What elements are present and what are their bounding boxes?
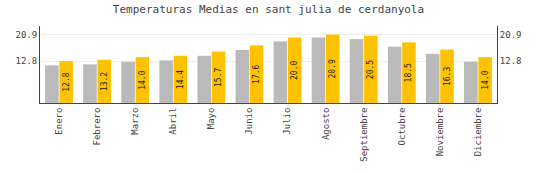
svg-text:14.4: 14.4 — [176, 70, 185, 89]
svg-text:Abril: Abril — [168, 108, 178, 135]
svg-text:12.8: 12.8 — [16, 56, 38, 66]
svg-text:Mayo: Mayo — [206, 108, 216, 130]
svg-text:Enero: Enero — [54, 108, 64, 135]
svg-text:20.9: 20.9 — [16, 30, 38, 40]
svg-text:Julio: Julio — [282, 108, 292, 135]
svg-text:20.9: 20.9 — [500, 30, 522, 40]
svg-text:Marzo: Marzo — [130, 108, 140, 135]
svg-text:20.0: 20.0 — [290, 61, 299, 80]
svg-text:Temperaturas Medias en sant ju: Temperaturas Medias en sant julia de cer… — [113, 3, 424, 16]
svg-text:15.7: 15.7 — [214, 68, 223, 87]
svg-text:Febrero: Febrero — [92, 108, 102, 146]
svg-text:14.0: 14.0 — [138, 70, 147, 89]
svg-text:12.8: 12.8 — [500, 56, 522, 66]
svg-text:Septiembre: Septiembre — [359, 108, 369, 162]
svg-text:Noviembre: Noviembre — [435, 108, 445, 157]
svg-text:20.5: 20.5 — [366, 60, 375, 79]
svg-text:16.3: 16.3 — [443, 67, 452, 86]
svg-text:Agosto: Agosto — [321, 108, 331, 141]
svg-text:17.6: 17.6 — [252, 64, 261, 83]
svg-text:12.8: 12.8 — [62, 72, 71, 91]
svg-text:Junio: Junio — [244, 108, 254, 135]
svg-text:Octubre: Octubre — [397, 108, 407, 146]
svg-text:13.2: 13.2 — [100, 72, 109, 91]
svg-text:Diciembre: Diciembre — [473, 108, 483, 157]
svg-text:18.5: 18.5 — [404, 63, 413, 82]
svg-text:20.9: 20.9 — [328, 59, 337, 78]
svg-text:14.0: 14.0 — [481, 70, 490, 89]
